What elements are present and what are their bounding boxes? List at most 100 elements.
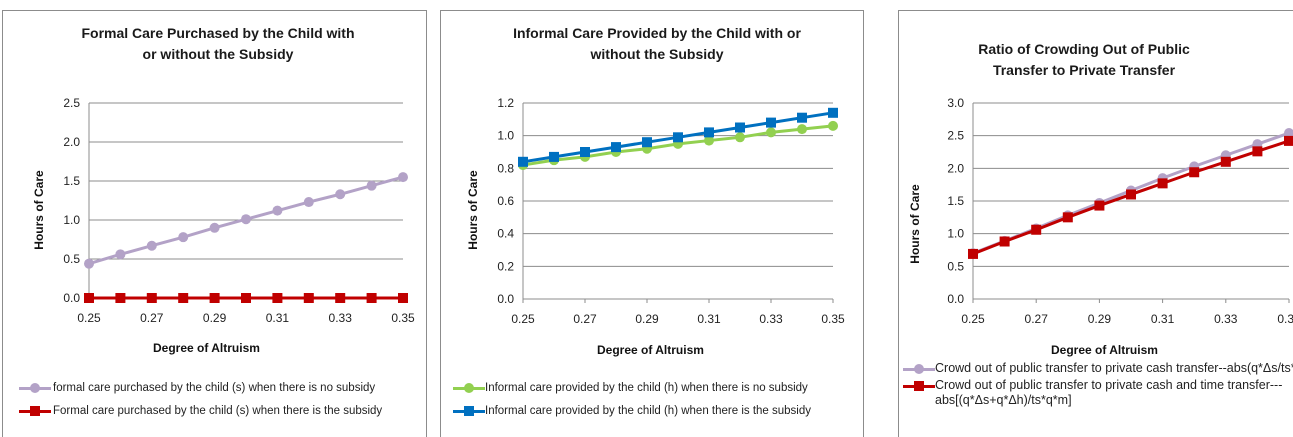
- x-tick-label: 0.33: [1214, 312, 1238, 326]
- data-point: [642, 137, 652, 147]
- y-tick-label: 1.0: [947, 227, 964, 241]
- data-point: [1000, 237, 1010, 247]
- y-tick-label: 1.5: [947, 194, 964, 208]
- data-point: [241, 214, 251, 224]
- data-point: [272, 293, 282, 303]
- data-point: [1094, 201, 1104, 211]
- legend-label: Crowd out of public transfer to private …: [935, 361, 1293, 376]
- x-tick-label: 0.27: [573, 312, 597, 326]
- data-point: [210, 293, 220, 303]
- chart-plot-area: 0.0 0.5 1.0 1.5 2.0 2.5 0.25 0.27 0.29 0.31 0.33 0.…: [3, 11, 427, 437]
- y-tick-label: 0.0: [947, 292, 964, 306]
- y-tick-label: 0.5: [63, 252, 80, 266]
- y-tick-label: 0.2: [497, 259, 514, 273]
- y-tick-label: 2.0: [947, 161, 964, 175]
- data-point: [84, 259, 94, 269]
- x-tick-label: 0.29: [203, 311, 227, 325]
- y-tick-label: 2.0: [63, 135, 80, 149]
- data-point: [210, 223, 220, 233]
- data-point: [1063, 212, 1073, 222]
- data-point: [84, 293, 94, 303]
- x-tick-label: 0.25: [511, 312, 535, 326]
- data-point: [1189, 167, 1199, 177]
- data-point: [518, 157, 528, 167]
- chart-panel-crowding-ratio: Ratio of Crowding Out of Public Transfer…: [898, 10, 1293, 437]
- data-point: [178, 232, 188, 242]
- y-tick-label: 0.0: [63, 291, 80, 305]
- data-point: [1031, 225, 1041, 235]
- x-tick-label: 0.25: [961, 312, 985, 326]
- data-point: [611, 142, 621, 152]
- chart-panel-informal-care: Informal Care Provided by the Child with…: [440, 10, 864, 437]
- y-tick-label: 0.6: [497, 194, 514, 208]
- data-point: [335, 293, 345, 303]
- data-point: [968, 249, 978, 259]
- legend-item: Informal care provided by the child (h) …: [453, 404, 863, 418]
- chart-panel-formal-care: Formal Care Purchased by the Child with …: [2, 10, 427, 437]
- data-point: [673, 132, 683, 142]
- data-point: [828, 108, 838, 118]
- y-tick-label: 1.0: [63, 213, 80, 227]
- x-tick-label: 0.29: [1088, 312, 1112, 326]
- y-tick-label: 1.0: [497, 129, 514, 143]
- data-point: [272, 206, 282, 216]
- y-tick-label: 2.5: [947, 129, 964, 143]
- y-tick-label: 0.8: [497, 161, 514, 175]
- data-point: [241, 293, 251, 303]
- y-tick-label: 1.2: [497, 96, 514, 110]
- x-axis-label: Degree of Altruism: [597, 343, 704, 357]
- y-axis-label: Hours of Care: [32, 170, 46, 250]
- data-point: [549, 152, 559, 162]
- data-point: [115, 249, 125, 259]
- data-point: [580, 147, 590, 157]
- x-tick-label: 0.35: [1277, 312, 1293, 326]
- legend-item: formal care purchased by the child (s) w…: [19, 381, 424, 395]
- data-point: [178, 293, 188, 303]
- x-tick-label: 0.27: [140, 311, 164, 325]
- data-point: [828, 121, 838, 131]
- y-axis-label: Hours of Care: [908, 184, 922, 264]
- x-tick-label: 0.31: [266, 311, 290, 325]
- chart-legend: Informal care provided by the child (h) …: [453, 381, 863, 427]
- data-point: [797, 113, 807, 123]
- data-point: [304, 197, 314, 207]
- legend-item: Crowd out of public transfer to private …: [903, 378, 1293, 408]
- chart-plot-area: 0.0 0.2 0.4 0.6 0.8 1.0 1.2 0.25 0.27 0.29 0.31 0.3…: [441, 11, 864, 437]
- data-point: [735, 132, 745, 142]
- legend-label: Informal care provided by the child (h) …: [485, 381, 863, 395]
- legend-item: Formal care purchased by the child (s) w…: [19, 404, 424, 418]
- chart-legend: Crowd out of public transfer to private …: [903, 361, 1293, 417]
- x-tick-label: 0.27: [1025, 312, 1049, 326]
- data-point: [766, 118, 776, 128]
- data-point: [735, 123, 745, 133]
- x-axis-label: Degree of Altruism: [153, 341, 260, 355]
- y-tick-label: 1.5: [63, 174, 80, 188]
- data-point: [797, 124, 807, 134]
- data-point: [766, 127, 776, 137]
- data-point: [1126, 189, 1136, 199]
- legend-item: Crowd out of public transfer to private …: [903, 361, 1293, 376]
- data-point: [367, 293, 377, 303]
- data-point: [398, 293, 408, 303]
- x-tick-label: 0.33: [329, 311, 353, 325]
- data-point: [704, 127, 714, 137]
- y-axis-label: Hours of Care: [466, 170, 480, 250]
- legend-label: Formal care purchased by the child (s) w…: [53, 404, 424, 418]
- x-tick-label: 0.35: [391, 311, 415, 325]
- y-tick-label: 2.5: [63, 96, 80, 110]
- y-tick-label: 3.0: [947, 96, 964, 110]
- data-point: [147, 293, 157, 303]
- x-tick-label: 0.31: [1151, 312, 1175, 326]
- data-point: [1284, 136, 1293, 146]
- data-point: [1221, 157, 1231, 167]
- x-axis-label: Degree of Altruism: [1051, 343, 1158, 357]
- data-point: [367, 181, 377, 191]
- data-point: [1158, 178, 1168, 188]
- legend-item: Informal care provided by the child (h) …: [453, 381, 863, 395]
- y-tick-label: 0.0: [497, 292, 514, 306]
- x-tick-label: 0.33: [759, 312, 783, 326]
- chart-legend: formal care purchased by the child (s) w…: [19, 381, 424, 427]
- x-tick-label: 0.31: [697, 312, 721, 326]
- y-tick-label: 0.4: [497, 227, 514, 241]
- x-tick-label: 0.29: [635, 312, 659, 326]
